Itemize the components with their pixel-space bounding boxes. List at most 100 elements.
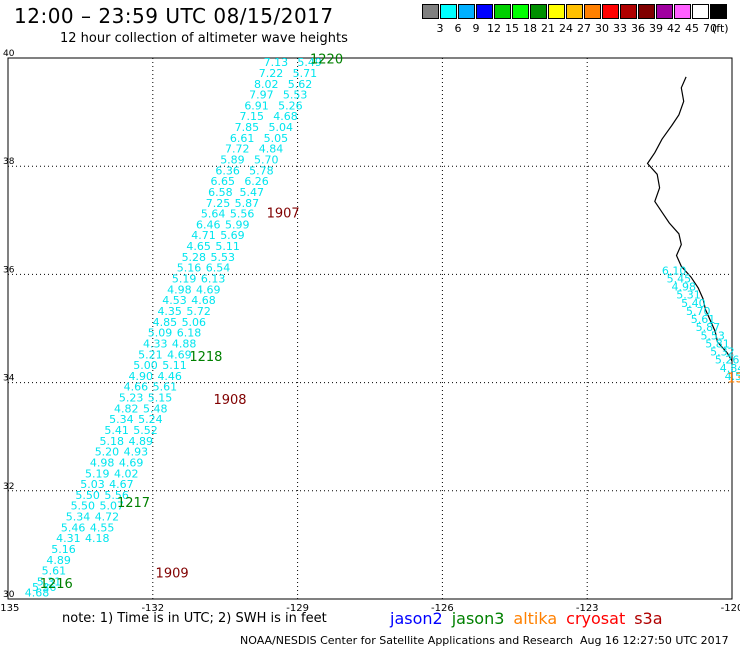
swh-label: 5.69 bbox=[220, 229, 245, 242]
swh-label: 5.41 bbox=[104, 424, 129, 437]
pass-time-label: 1907 bbox=[267, 207, 300, 222]
swh-label: 6.10 bbox=[662, 264, 687, 277]
legend-swatch bbox=[458, 4, 475, 19]
legend-label: 6 bbox=[454, 22, 462, 35]
swh-label: 5.19 bbox=[85, 467, 110, 480]
swh-label: 5.06 bbox=[182, 316, 207, 329]
swh-label: 6.65 bbox=[211, 175, 236, 188]
legend-label: 36 bbox=[631, 22, 645, 35]
coastline bbox=[646, 76, 733, 362]
swh-label: 5.40 bbox=[681, 297, 706, 310]
swh-label: 4.55 bbox=[90, 521, 115, 534]
swh-label: 5.09 bbox=[148, 327, 173, 340]
legend-label: 45 bbox=[685, 22, 699, 35]
swh-label: 5.46 bbox=[61, 521, 86, 534]
mission-jason2: jason2 bbox=[390, 609, 443, 628]
swh-label: 5.28 bbox=[182, 251, 207, 264]
swh-label: 5.61 bbox=[153, 381, 178, 394]
swh-label: 4.88 bbox=[172, 337, 197, 350]
y-tick-label: 38 bbox=[3, 157, 15, 167]
swh-label: 5.70 bbox=[686, 305, 711, 318]
pass-time-label: 1220 bbox=[310, 52, 343, 67]
swh-label: 5.19 bbox=[172, 273, 197, 286]
legend-swatch bbox=[512, 4, 529, 19]
footer-note: note: 1) Time is in UTC; 2) SWH is in fe… bbox=[62, 611, 327, 626]
swh-label: 5.34 bbox=[109, 413, 134, 426]
swh-label: 4.89 bbox=[128, 435, 153, 448]
swh-label: 5.23 bbox=[119, 392, 144, 405]
swh-label: 4.85 bbox=[153, 316, 178, 329]
swh-label: 4.33 bbox=[143, 337, 168, 350]
legend-label: 18 bbox=[523, 22, 537, 35]
legend-label: 39 bbox=[649, 22, 663, 35]
legend-swatch bbox=[692, 4, 709, 19]
swh-label: 4.68 bbox=[25, 586, 50, 599]
swh-label: 4.31 bbox=[56, 532, 81, 545]
swh-label: 4.82 bbox=[114, 402, 139, 415]
credit-line: NOAA/NESDIS Center for Satellite Applica… bbox=[240, 634, 574, 647]
swh-label: 5.72 bbox=[186, 305, 211, 318]
swh-label: 7.97 bbox=[249, 89, 274, 102]
swh-label: 7.25 bbox=[206, 197, 231, 210]
swh-label: 6.54 bbox=[206, 262, 231, 275]
swh-label: 5.04 bbox=[268, 121, 293, 134]
swh-label: 4.65 bbox=[186, 240, 211, 253]
swh-label: 5.18 bbox=[100, 435, 125, 448]
swh-label: 5.07 bbox=[100, 500, 125, 513]
y-tick-label: 40 bbox=[3, 49, 15, 59]
swh-label: 5.64 bbox=[201, 208, 226, 221]
pass-time-label: 1217 bbox=[117, 496, 150, 511]
swh-label: 6.13 bbox=[201, 273, 226, 286]
swh-label: 5.50 bbox=[71, 500, 96, 513]
pass-time-label: 1909 bbox=[156, 566, 189, 581]
page-title: 12:00 – 23:59 UTC 08/15/2017 bbox=[14, 4, 334, 28]
swh-label: 4.53 bbox=[162, 294, 187, 307]
swh-label: 5.62 bbox=[288, 78, 313, 91]
swh-label: 4.46 bbox=[157, 370, 182, 383]
legend-swatch bbox=[584, 4, 601, 19]
legend-swatch bbox=[422, 4, 439, 19]
x-tick-label: -135 bbox=[0, 603, 19, 614]
swh-label: 5.11 bbox=[215, 240, 240, 253]
swh-label: 5.00 bbox=[133, 359, 158, 372]
legend-swatch bbox=[656, 4, 673, 19]
mission-legend: jason2 jason3 altika cryosat s3a bbox=[390, 609, 672, 628]
swh-label: 5.53 bbox=[700, 329, 725, 342]
swh-label: 7.85 bbox=[235, 121, 260, 134]
legend-label: 30 bbox=[595, 22, 609, 35]
legend-swatch bbox=[674, 4, 691, 19]
x-tick-label: -132 bbox=[141, 603, 164, 614]
swh-label: 6.58 bbox=[208, 186, 233, 199]
swh-label: 5.05 bbox=[264, 132, 289, 145]
y-tick-label: 34 bbox=[3, 374, 15, 384]
swh-label: 5.03 bbox=[80, 478, 105, 491]
swh-label: 5.70 bbox=[254, 153, 279, 166]
swh-label: 5.61 bbox=[691, 313, 716, 326]
legend-unit: (ft) bbox=[712, 22, 729, 35]
y-tick-label: 36 bbox=[3, 265, 15, 275]
legend-label: 70 bbox=[703, 22, 717, 35]
pass-time-label: 1908 bbox=[213, 393, 246, 408]
legend-label: 21 bbox=[541, 22, 555, 35]
swh-label: 6.26 bbox=[244, 175, 269, 188]
swh-label: 6.91 bbox=[244, 99, 269, 112]
swh-label: 5.15 bbox=[148, 392, 173, 405]
swh-label: 4.72 bbox=[95, 511, 120, 524]
swh-label: 4.59 bbox=[725, 370, 740, 383]
swh-label: 6.61 bbox=[230, 132, 255, 145]
swh-label: 5.99 bbox=[225, 218, 250, 231]
swh-label: 5.24 bbox=[138, 413, 163, 426]
swh-label: 4.02 bbox=[114, 467, 139, 480]
swh-label: 4.35 bbox=[157, 305, 182, 318]
legend-swatch bbox=[566, 4, 583, 19]
swh-label: 5.20 bbox=[95, 446, 120, 459]
swh-label: 4.68 bbox=[273, 110, 298, 123]
swh-label: 5.50 bbox=[75, 489, 100, 502]
swh-label: 5.26 bbox=[278, 99, 303, 112]
swh-label: 4.98 bbox=[671, 281, 696, 294]
legend-swatch bbox=[620, 4, 637, 19]
y-tick-label: 32 bbox=[3, 482, 14, 492]
swh-label: 4.93 bbox=[124, 446, 149, 459]
page-subtitle: 12 hour collection of altimeter wave hei… bbox=[60, 31, 348, 46]
